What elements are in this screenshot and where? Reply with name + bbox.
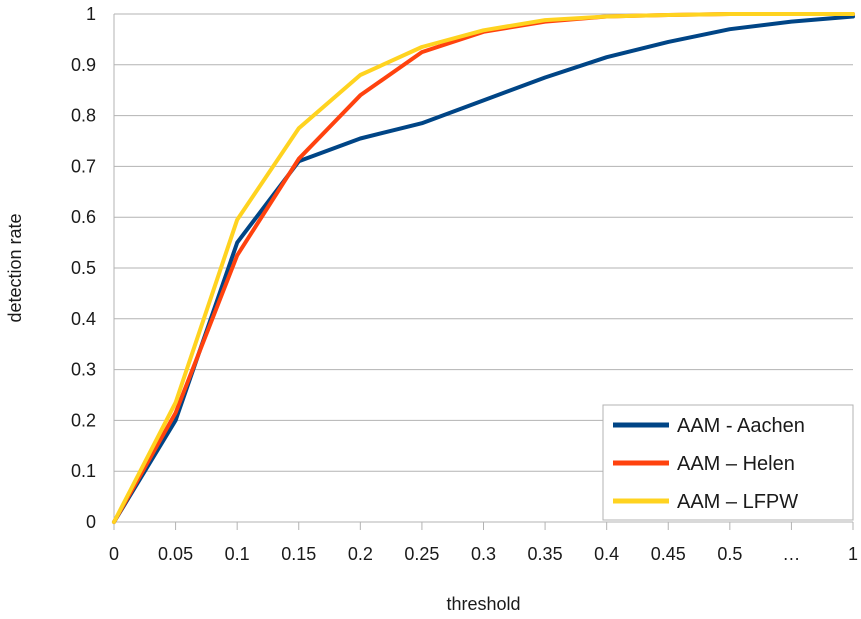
y-tick-label: 0.3	[71, 360, 96, 380]
x-tick-label: 0.35	[528, 544, 563, 564]
x-tick-label: 0.25	[404, 544, 439, 564]
series-lines	[112, 12, 855, 524]
y-tick-label: 1	[86, 4, 96, 24]
x-axis-label: threshold	[446, 594, 520, 614]
y-tick-label: 0.1	[71, 461, 96, 481]
y-tick-labels: 0 0.1 0.2 0.3 0.4 0.5 0.6 0.7 0.8 0.9 1	[71, 4, 96, 532]
x-tick-label: 0.3	[471, 544, 496, 564]
series-line	[112, 12, 855, 524]
x-tick-label: 0.45	[651, 544, 686, 564]
x-tick-label: …	[782, 544, 800, 564]
y-tick-label: 0.2	[71, 410, 96, 430]
legend-label: AAM – Helen	[677, 453, 795, 475]
x-tick-label: 0	[109, 544, 119, 564]
y-axis-label: detection rate	[5, 213, 25, 322]
x-tick-label: 0.2	[348, 544, 373, 564]
y-tick-label: 0.4	[71, 309, 96, 329]
x-tick-label: 0.1	[225, 544, 250, 564]
y-tick-label: 0	[86, 512, 96, 532]
x-tick-label: 1	[848, 544, 858, 564]
y-tick-label: 0.9	[71, 55, 96, 75]
x-tick-label: 0.15	[281, 544, 316, 564]
x-tick-label: 0.05	[158, 544, 193, 564]
x-tick-label: 0.4	[594, 544, 619, 564]
y-tick-label: 0.6	[71, 207, 96, 227]
series-line	[112, 14, 855, 524]
y-tick-label: 0.8	[71, 106, 96, 126]
legend-label: AAM - Aachen	[677, 415, 805, 437]
x-tick-labels: 0 0.05 0.1 0.15 0.2 0.25 0.3 0.35 0.4 0.45 0.5 … 1	[109, 544, 858, 564]
y-tick-label: 0.7	[71, 156, 96, 176]
axes	[113, 14, 854, 530]
legend: AAM - Aachen AAM – Helen AAM – LFPW	[602, 404, 854, 521]
legend-label: AAM – LFPW	[677, 491, 798, 513]
x-tick-label: 0.5	[717, 544, 742, 564]
y-tick-label: 0.5	[71, 258, 96, 278]
